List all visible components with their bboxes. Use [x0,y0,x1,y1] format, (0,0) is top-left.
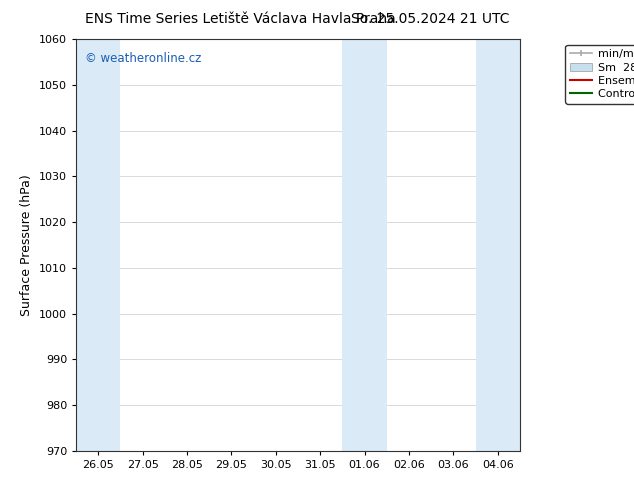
Legend: min/max, Sm  283;rodatn acute; odchylka, Ensemble mean run, Controll run: min/max, Sm 283;rodatn acute; odchylka, … [566,45,634,104]
Text: © weatheronline.cz: © weatheronline.cz [85,51,202,65]
Bar [342,39,387,451]
Text: So. 25.05.2024 21 UTC: So. 25.05.2024 21 UTC [351,12,510,26]
Bar [76,39,120,451]
Text: ENS Time Series Letiště Václava Havla Praha: ENS Time Series Letiště Václava Havla Pr… [85,12,396,26]
Bar [476,39,520,451]
Y-axis label: Surface Pressure (hPa): Surface Pressure (hPa) [20,174,34,316]
